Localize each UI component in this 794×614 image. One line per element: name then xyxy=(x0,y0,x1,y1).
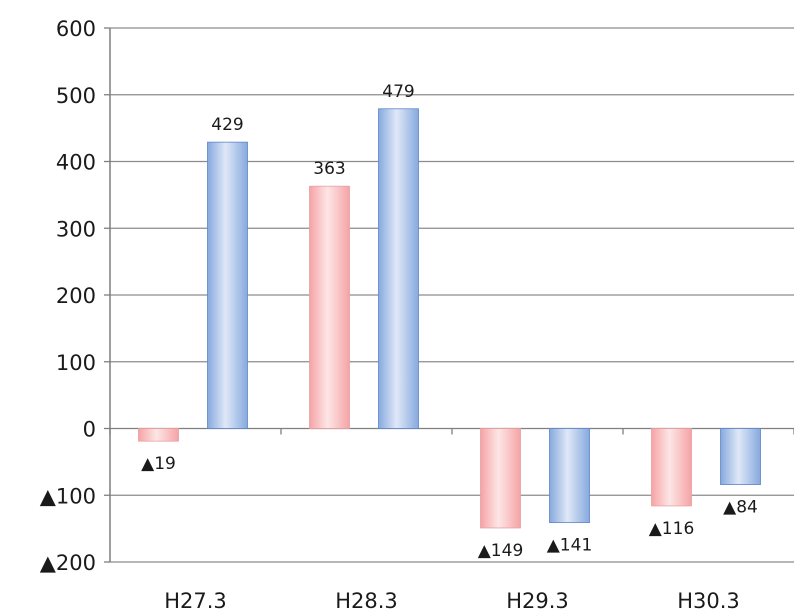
bar-series1-H29.3 xyxy=(480,428,521,529)
data-label: ▲149 xyxy=(478,541,524,561)
data-label: 479 xyxy=(382,82,414,102)
data-label: 363 xyxy=(313,159,345,179)
bar-series1-H30.3 xyxy=(651,428,692,507)
x-category-label: H28.3 xyxy=(335,589,398,613)
x-category-label: H30.3 xyxy=(677,589,740,613)
bar-series2-H30.3 xyxy=(720,428,761,485)
bar-series2-H27.3 xyxy=(207,141,248,429)
y-tick-label: 500 xyxy=(56,84,96,108)
y-tick-label: 600 xyxy=(56,17,96,41)
bars xyxy=(138,108,761,529)
y-tick-label: 0 xyxy=(83,418,96,442)
y-tick-label: 300 xyxy=(56,217,96,241)
data-labels: ▲19 363 ▲149 ▲116 429 479 ▲141 ▲84 xyxy=(141,82,758,561)
y-tick-label: ▲200 xyxy=(40,551,96,575)
bar-series1-H27.3 xyxy=(138,428,179,442)
data-label: ▲141 xyxy=(547,536,593,556)
bar-series2-H29.3 xyxy=(549,428,590,524)
y-tick-labels: 600 500 400 300 200 100 0 ▲100 ▲200 xyxy=(40,17,96,575)
y-tick-label: 400 xyxy=(56,151,96,175)
data-label: ▲19 xyxy=(141,454,176,474)
axes xyxy=(104,27,794,563)
data-label: ▲84 xyxy=(723,498,758,518)
y-tick-label: 200 xyxy=(56,284,96,308)
data-label: ▲116 xyxy=(649,519,695,539)
y-tick-label: 100 xyxy=(56,351,96,375)
bar-series1-H28.3 xyxy=(309,185,350,429)
x-category-label: H29.3 xyxy=(506,589,569,613)
bar-series2-H28.3 xyxy=(378,108,419,429)
data-label: 429 xyxy=(211,115,243,135)
y-tick-label: ▲100 xyxy=(40,484,96,508)
x-category-label: H27.3 xyxy=(164,589,227,613)
category-labels: H27.3 H28.3 H29.3 H30.3 xyxy=(164,589,740,613)
